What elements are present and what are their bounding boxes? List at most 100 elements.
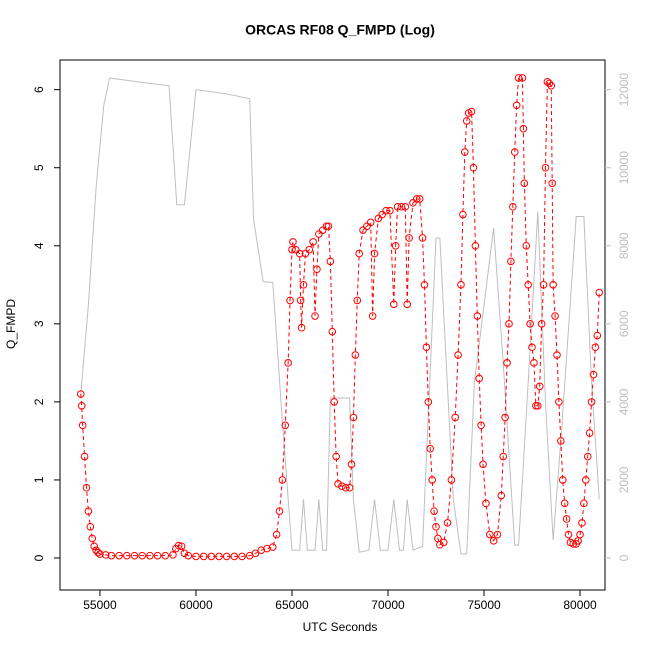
point [359,226,367,234]
point [545,79,554,88]
point [514,74,523,82]
point [101,551,110,559]
point [326,257,335,266]
y-tick-label: 0 [32,554,46,561]
point [82,483,91,492]
point [86,522,95,531]
point [94,548,102,557]
point [499,452,508,461]
point [301,249,310,258]
point [207,552,216,561]
point [313,265,321,273]
point [539,281,548,289]
point [501,413,509,422]
point [382,206,390,215]
point [432,522,440,531]
point [215,552,223,561]
point [222,552,231,561]
point [288,245,296,254]
y-tick-label: 6 [32,86,46,93]
point [295,249,304,258]
point [391,241,400,250]
point [305,245,314,254]
point [462,117,471,125]
point [562,515,571,523]
point [547,81,556,90]
point [278,476,287,484]
point [401,202,410,211]
point [548,179,556,188]
point [311,312,319,320]
point [428,476,436,484]
point [587,398,596,406]
point [76,390,85,398]
point [557,437,565,445]
point [457,281,465,289]
x-tick-label: 80000 [563,598,597,612]
y2-tick-label: 0 [617,554,631,561]
y2-tick-label: 8000 [617,232,631,259]
point [430,507,438,515]
point [349,413,358,422]
point [555,398,563,406]
point [409,199,417,207]
point [263,544,271,553]
point [272,530,281,539]
point [292,245,300,254]
y-tick-label: 4 [32,242,46,249]
point [497,491,506,500]
y2-tick-label: 12000 [617,73,631,107]
point [84,507,93,515]
x-tick-label: 75000 [467,598,501,612]
chart-title: ORCAS RF08 Q_FMPD (Log) [245,22,435,38]
point [581,476,590,484]
point [482,499,490,508]
point [537,320,546,328]
x-tick-label: 65000 [275,598,309,612]
point [512,101,521,110]
point [78,421,87,430]
point [107,551,116,560]
point [257,546,266,554]
point [403,300,412,309]
point [518,74,527,82]
point [520,179,529,188]
point [580,499,588,508]
point [309,238,317,246]
point [426,444,435,453]
connector-line [80,77,600,557]
point [370,249,379,258]
point [347,460,356,469]
point [532,401,540,410]
point [505,320,513,328]
point [77,401,86,410]
point [341,483,350,492]
point [299,281,308,289]
point [351,351,360,359]
point [477,421,485,430]
point [284,359,292,367]
point [88,534,97,543]
point [355,249,363,258]
point [289,238,297,246]
point [192,552,200,561]
point [524,281,532,289]
point [286,296,294,305]
point [238,552,246,561]
point [184,551,193,560]
x-axis-label: UTC Seconds [303,620,378,634]
point [146,551,154,560]
point [230,552,239,561]
point [493,530,502,539]
point [589,370,598,379]
point [424,398,433,406]
point [177,542,186,551]
point [469,163,478,172]
point [551,312,559,320]
point [420,281,429,289]
point [595,288,604,297]
y-tick-label: 1 [32,476,46,483]
point [115,551,123,560]
point [338,482,346,490]
